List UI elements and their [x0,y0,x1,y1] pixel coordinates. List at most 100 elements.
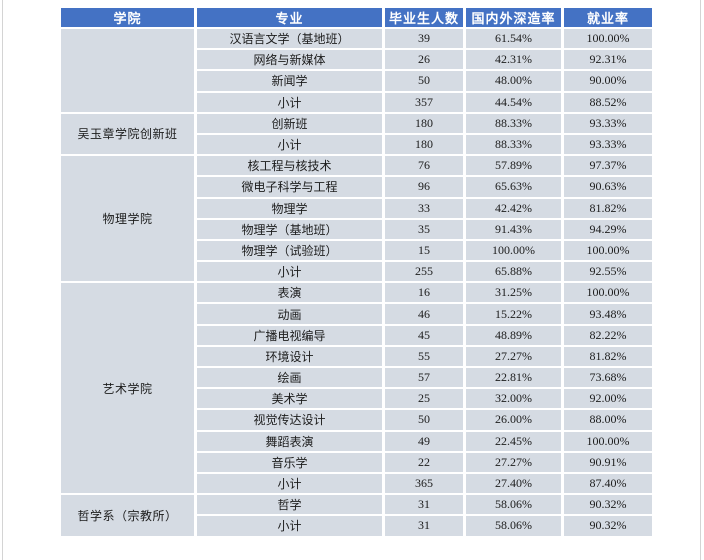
value-cell-graduates: 357 [385,92,463,112]
column-header-major: 专业 [197,8,382,27]
value-cell-graduates: 50 [385,410,463,430]
table-row: 物理学（试验班） 15 100.00% 100.00% [61,240,652,261]
college-cell [61,29,194,112]
table-row: 小计 365 27.40% 87.40% [61,473,652,494]
table-row: 小计 180 88.33% 93.33% [61,134,652,155]
value-cell-employment-rate: 92.31% [564,50,652,70]
value-cell-graduates: 50 [385,71,463,91]
value-cell-employment-rate: 97.37% [564,156,652,176]
major-cell: 新闻学 [197,71,382,91]
table-row: 哲学系（宗教所） 哲学 31 58.06% 90.32% [61,495,652,536]
value-cell-further-study-rate: 58.06% [466,495,561,515]
value-cell-further-study-rate: 88.33% [466,134,561,155]
value-cell-employment-rate: 81.82% [564,346,652,366]
value-cell-employment-rate: 82.22% [564,325,652,345]
page-right-edge-line [700,0,701,560]
major-cell: 小计 [197,262,382,282]
value-cell-employment-rate: 73.68% [564,368,652,388]
value-cell-further-study-rate: 48.89% [466,325,561,345]
major-cell: 物理学（试验班） [197,240,382,261]
college-cell: 哲学系（宗教所） [61,495,194,536]
value-cell-graduates: 55 [385,346,463,366]
value-cell-further-study-rate: 58.06% [466,516,561,536]
major-cell: 舞蹈表演 [197,431,382,451]
value-cell-employment-rate: 88.00% [564,410,652,430]
major-cell: 微电子科学与工程 [197,177,382,197]
table-row: 吴玉章学院创新班 创新班 180 88.33% 93.33% [61,113,652,155]
value-cell-employment-rate: 90.32% [564,516,652,536]
page-left-edge-line [2,0,3,560]
value-cell-employment-rate: 100.00% [564,29,652,49]
value-cell-graduates: 46 [385,304,463,324]
major-cell: 小计 [197,134,382,155]
value-cell-further-study-rate: 61.54% [466,29,561,49]
major-cell: 表演 [197,283,382,303]
value-cell-graduates: 35 [385,219,463,239]
value-cell-further-study-rate: 27.40% [466,473,561,494]
value-cell-graduates: 365 [385,473,463,494]
major-cell: 汉语言文学（基地班） [197,29,382,49]
major-cell: 环境设计 [197,346,382,366]
value-cell-further-study-rate: 57.89% [466,156,561,176]
value-cell-further-study-rate: 42.31% [466,50,561,70]
value-cell-graduates: 255 [385,262,463,282]
value-cell-employment-rate: 93.48% [564,304,652,324]
value-cell-further-study-rate: 100.00% [466,240,561,261]
table-row: 物理学院 核工程与核技术 76 57.89% 97.37% [61,156,652,282]
table-row: 舞蹈表演 49 22.45% 100.00% [61,431,652,451]
value-cell-further-study-rate: 42.42% [466,198,561,218]
value-cell-further-study-rate: 27.27% [466,452,561,472]
value-cell-further-study-rate: 15.22% [466,304,561,324]
table-row: 小计 31 58.06% 90.32% [61,516,652,536]
value-cell-further-study-rate: 88.33% [466,113,561,133]
value-cell-employment-rate: 90.00% [564,71,652,91]
major-cell: 视觉传达设计 [197,410,382,430]
value-cell-graduates: 96 [385,177,463,197]
value-cell-employment-rate: 90.91% [564,452,652,472]
value-cell-further-study-rate: 22.45% [466,431,561,451]
value-cell-graduates: 49 [385,431,463,451]
value-cell-further-study-rate: 22.81% [466,368,561,388]
value-cell-graduates: 57 [385,368,463,388]
major-cell: 小计 [197,516,382,536]
major-cell: 物理学 [197,198,382,218]
column-header-employment-rate: 就业率 [564,8,652,27]
value-cell-employment-rate: 100.00% [564,240,652,261]
table-row: 艺术学院 表演 16 31.25% 100.00% [61,283,652,494]
major-cell: 哲学 [197,495,382,515]
value-cell-further-study-rate: 65.88% [466,262,561,282]
table-row: 音乐学 22 27.27% 90.91% [61,452,652,472]
value-cell-employment-rate: 92.00% [564,389,652,409]
value-cell-graduates: 16 [385,283,463,303]
major-cell: 物理学（基地班） [197,219,382,239]
column-header-further-study-rate: 国内外深造率 [466,8,561,27]
value-cell-graduates: 25 [385,389,463,409]
college-cell: 物理学院 [61,156,194,282]
table-row: 新闻学 50 48.00% 90.00% [61,71,652,91]
value-cell-graduates: 33 [385,198,463,218]
value-cell-further-study-rate: 26.00% [466,410,561,430]
value-cell-further-study-rate: 65.63% [466,177,561,197]
value-cell-further-study-rate: 91.43% [466,219,561,239]
value-cell-graduates: 76 [385,156,463,176]
column-header-graduates: 毕业生人数 [385,8,463,27]
value-cell-graduates: 26 [385,50,463,70]
value-cell-employment-rate: 81.82% [564,198,652,218]
major-cell: 网络与新媒体 [197,50,382,70]
table-header-row: 学院 专业 毕业生人数 国内外深造率 就业率 [61,8,652,27]
major-cell: 广播电视编导 [197,325,382,345]
value-cell-graduates: 15 [385,240,463,261]
major-cell: 音乐学 [197,452,382,472]
college-cell: 吴玉章学院创新班 [61,113,194,155]
table-row: 物理学 33 42.42% 81.82% [61,198,652,218]
major-cell: 小计 [197,473,382,494]
table-row: 汉语言文学（基地班） 39 61.54% 100.00% [61,29,652,112]
graduate-statistics-table: 学院 专业 毕业生人数 国内外深造率 就业率 汉语言文学（基地班） 39 61.54% 100… [58,6,655,538]
table-row: 小计 255 65.88% 92.55% [61,262,652,282]
value-cell-further-study-rate: 31.25% [466,283,561,303]
value-cell-employment-rate: 88.52% [564,92,652,112]
major-cell: 美术学 [197,389,382,409]
value-cell-further-study-rate: 48.00% [466,71,561,91]
value-cell-further-study-rate: 27.27% [466,346,561,366]
value-cell-graduates: 22 [385,452,463,472]
